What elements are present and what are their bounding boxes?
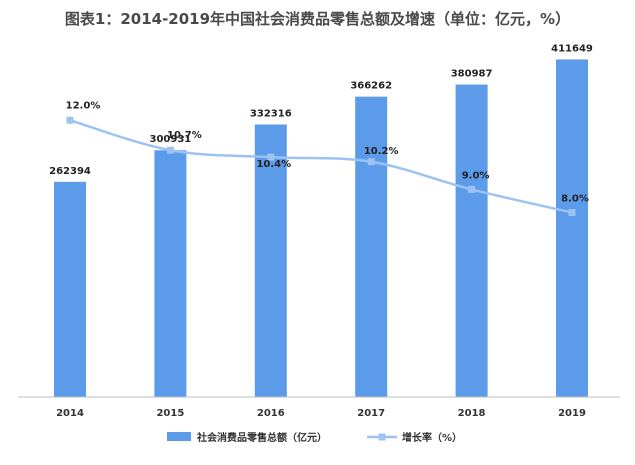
growth-rate-label-2014: 12.0% [66,100,101,111]
chart-title: 图表1：2014-2019年中国社会消费品零售总额及增速（单位：亿元，%） [64,10,571,28]
x-tick-label-2018: 2018 [458,408,486,419]
legend-line-label: 增长率（%） [402,431,462,444]
growth-rate-label-2019: 8.0% [561,194,589,205]
growth-rate-label-2017: 10.2% [364,146,399,157]
growth-rate-label-2018: 9.0% [462,170,490,181]
bar-value-label-2014: 262394 [49,166,91,177]
bar-2014 [54,181,86,397]
growth-rate-marker-2016 [267,153,275,161]
bar-2018 [455,84,488,397]
x-tick-label-2016: 2016 [257,408,285,419]
growth-rate-line-layer: 12.0% 10.7% 10.4% 10.2% 9.0% 8.0% [66,100,589,216]
growth-rate-marker-2017 [367,158,375,166]
bar-value-label-2015: 300931 [150,134,192,145]
growth-rate-marker-2018 [468,185,476,193]
legend-bar-swatch [167,432,191,441]
bar-2017 [355,96,388,397]
bar-value-label-2016: 332316 [250,109,292,120]
bar-value-label-2018: 380987 [451,69,493,80]
legend: 社会消费品零售总额（亿元） 增长率（%） [167,431,462,444]
growth-rate-marker-2014 [66,116,74,124]
growth-rate-label-2015: 10.7% [167,130,202,141]
growth-rate-marker-2015 [166,146,174,154]
x-tick-label-2015: 2015 [156,408,184,419]
bar-2016 [254,124,287,397]
legend-line-marker [378,433,386,441]
x-tick-label-2019: 2019 [558,408,586,419]
bars-layer: 262394 300931 332316 366262 380987 411649 [49,43,593,398]
growth-rate-label-2016: 10.4% [256,159,291,170]
bar-2019 [556,59,588,398]
bar-value-label-2017: 366262 [350,81,392,92]
bar-2015 [154,150,187,397]
x-tick-label-2017: 2017 [357,408,385,419]
x-tick-label-2014: 2014 [56,408,84,419]
legend-bar-label: 社会消费品零售总额（亿元） [196,431,327,444]
growth-rate-line [69,119,573,214]
bar-value-label-2019: 411649 [551,43,593,54]
growth-rate-marker-2019 [568,209,576,216]
x-axis-ticks: 2014 2015 2016 2017 2018 2019 [56,408,586,419]
